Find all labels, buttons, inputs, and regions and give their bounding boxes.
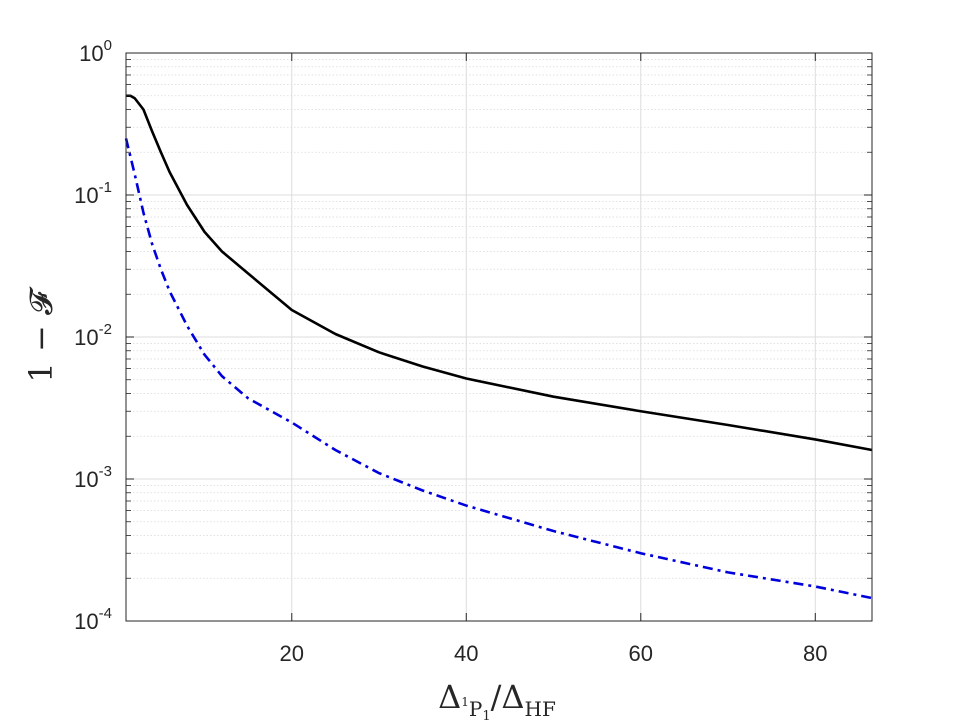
x-axis-title: Δ1P1/ΔHF — [438, 678, 556, 723]
ticks: 100 10-1 10-2 10-3 10-4 20 40 60 80 — [74, 37, 872, 666]
x-tick-label: 80 — [803, 641, 827, 666]
y-tick-label: 10-2 — [74, 321, 112, 350]
series-layer — [124, 94, 873, 600]
y-tick-label: 100 — [79, 37, 112, 66]
x-tick-label: 40 — [454, 641, 478, 666]
x-axis-label: Δ1P1/ΔHF — [438, 678, 556, 723]
series-line-1 — [126, 94, 873, 452]
x-tick-label: 60 — [629, 641, 653, 666]
y-tick-label: 10-3 — [74, 463, 112, 492]
x-tick-label: 20 — [280, 641, 304, 666]
y-axis-title: 1 − 𝓕 — [22, 286, 60, 383]
y-tick-label: 10-4 — [74, 605, 112, 634]
y-tick-label: 10-1 — [74, 179, 112, 208]
y-axis-label: 1 − 𝓕 — [22, 286, 60, 383]
grid — [126, 52, 872, 622]
